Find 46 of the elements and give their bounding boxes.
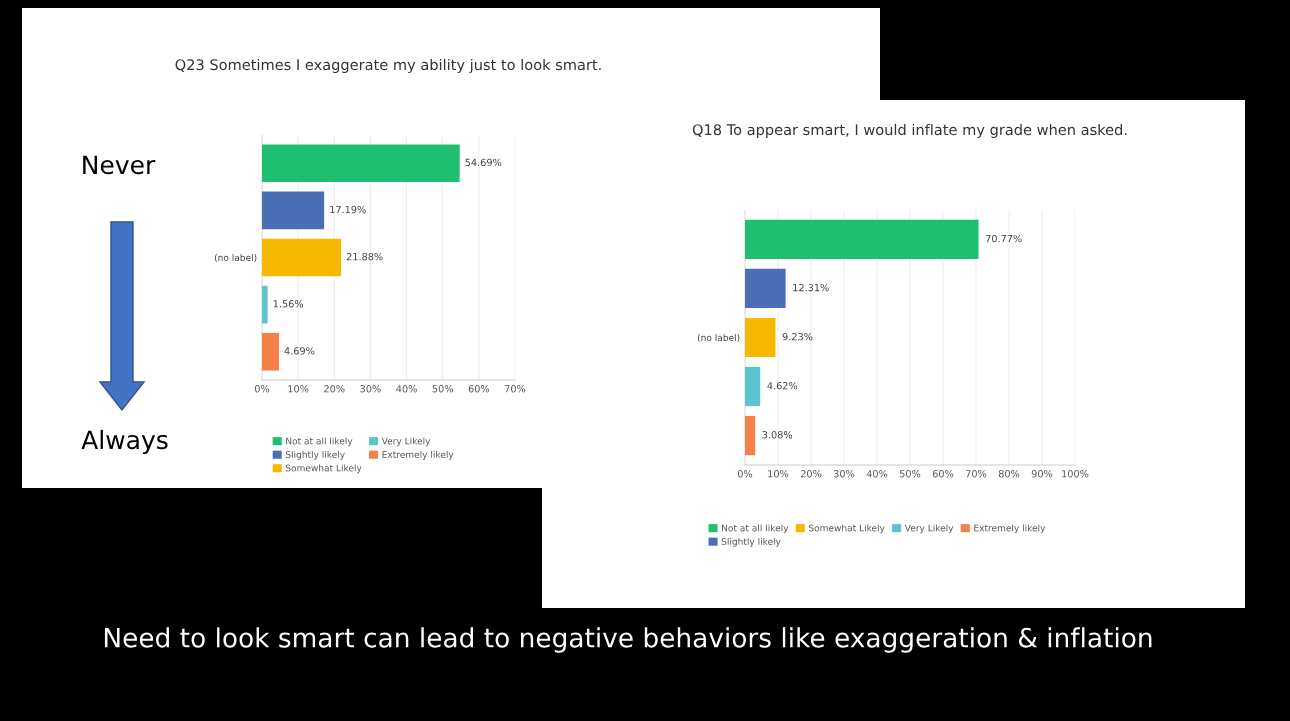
text: Never	[83, 155, 156, 175]
x-tick-label: 70%	[965, 470, 987, 478]
x-tick-label: 10%	[768, 470, 789, 478]
x-tick-label: 60%	[468, 385, 490, 393]
chart-title: Q23 Sometimes I exaggerate my ability just to look smart.	[175, 58, 601, 74]
data-label: 4.69%	[284, 347, 315, 355]
x-tick-label: 30%	[833, 470, 855, 478]
legend-label: Not at all likely	[286, 437, 353, 447]
x-tick-label: 40%	[866, 470, 888, 478]
y-tick-label: (no label)	[214, 254, 257, 263]
x-tick-label: 100%	[1062, 470, 1089, 478]
data-label: 21.88%	[346, 252, 383, 261]
x-tick-label: 0%	[254, 385, 270, 393]
x-tick-label: 50%	[432, 385, 453, 393]
x-tick-label: 90%	[1031, 470, 1053, 478]
legend-label: Very Likely	[381, 437, 431, 447]
x-tick-label: 40%	[396, 385, 417, 393]
chart-title: Q18 To appear smart, I would inflate my grade when asked.	[692, 123, 1127, 139]
x-tick-label: 50%	[899, 470, 921, 478]
data-label: 70.77%	[985, 234, 1022, 243]
legend-label: Slightly likely	[721, 537, 781, 547]
data-label: 54.69%	[465, 158, 502, 167]
data-label: 1.56%	[273, 300, 304, 308]
text: Need to look smart can lead to negative behaviors like exaggeration & inflation	[104, 627, 1152, 653]
x-tick-label: 80%	[998, 470, 1020, 478]
x-tick-label: 0%	[737, 470, 753, 478]
legend-label: Somewhat Likely	[809, 524, 885, 534]
legend-label: Somewhat Likely	[285, 464, 362, 474]
x-tick-label: 20%	[800, 470, 822, 478]
x-tick-label: 60%	[932, 470, 954, 478]
data-label: 4.62%	[767, 382, 798, 390]
x-tick-label: 10%	[288, 385, 309, 393]
data-label: 12.31%	[793, 283, 829, 292]
data-label: 9.23%	[782, 332, 813, 341]
legend-label: Slightly likely	[285, 450, 345, 460]
legend-label: Extremely likely	[974, 524, 1046, 534]
x-tick-label: 30%	[360, 385, 381, 393]
y-tick-label: (no label)	[697, 334, 740, 343]
legend-label: Extremely likely	[382, 450, 454, 460]
data-label: 3.08%	[762, 431, 793, 439]
legend-label: Not at all likely	[722, 524, 789, 534]
data-label: 17.19%	[330, 205, 366, 214]
x-tick-label: 70%	[504, 385, 526, 393]
legend-label: Very Likely	[904, 524, 954, 534]
text: Always	[81, 429, 168, 455]
x-tick-label: 20%	[324, 385, 345, 393]
